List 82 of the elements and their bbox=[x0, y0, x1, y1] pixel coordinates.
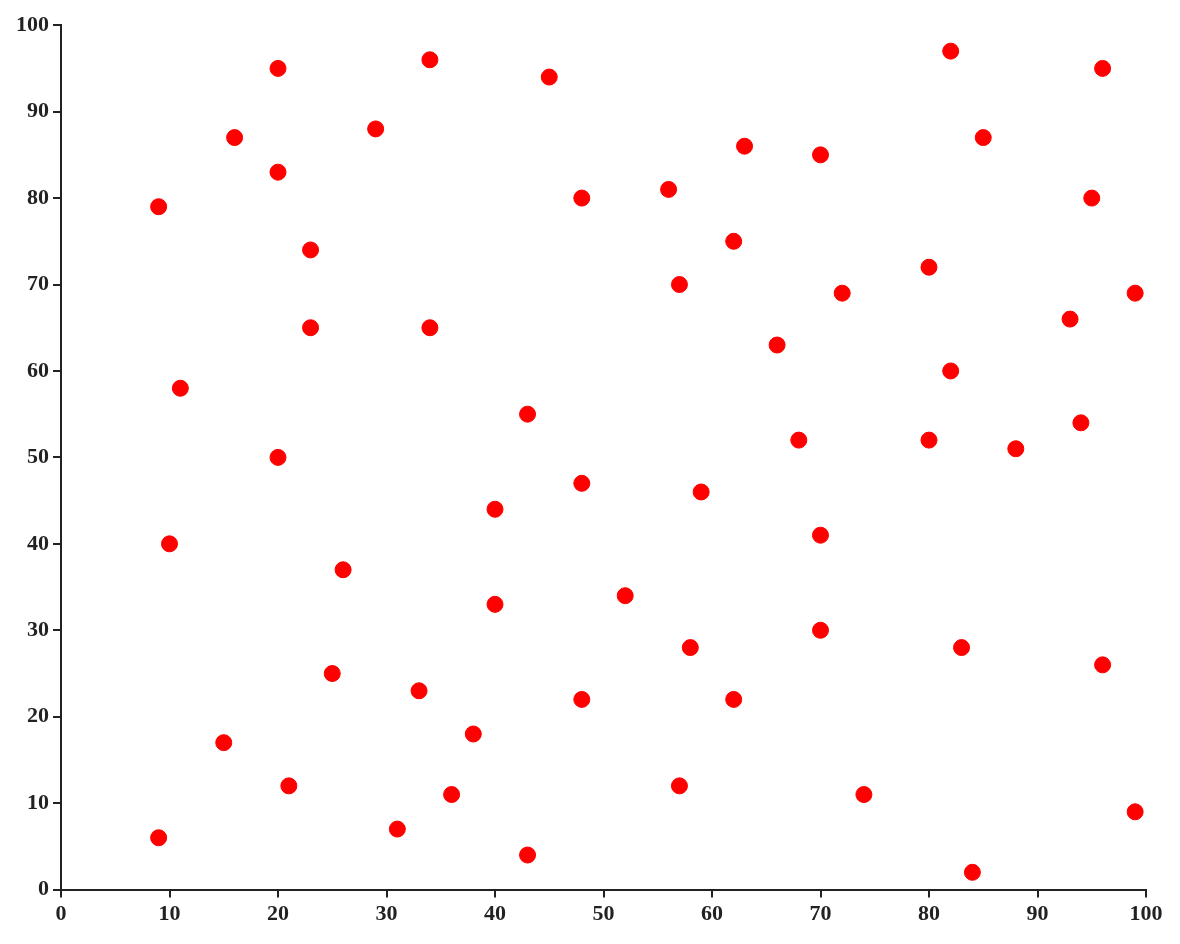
point bbox=[573, 690, 591, 708]
x-tick-label: 0 bbox=[55, 900, 67, 926]
point bbox=[725, 232, 743, 250]
point bbox=[920, 431, 938, 449]
point bbox=[323, 665, 341, 682]
point bbox=[302, 241, 320, 259]
y-tick-label: 80 bbox=[27, 183, 49, 209]
point bbox=[269, 448, 287, 466]
y-tick-label: 70 bbox=[27, 270, 49, 296]
point bbox=[486, 500, 504, 518]
point bbox=[519, 405, 537, 423]
point bbox=[855, 786, 873, 804]
point bbox=[1094, 656, 1112, 674]
point bbox=[269, 163, 287, 181]
point bbox=[464, 725, 482, 743]
x-tick-label: 60 bbox=[701, 900, 723, 926]
y-tick-label: 90 bbox=[27, 97, 49, 123]
point bbox=[269, 59, 287, 77]
point bbox=[334, 561, 352, 579]
x-tick-label: 90 bbox=[1026, 900, 1049, 926]
point bbox=[215, 734, 233, 752]
point bbox=[421, 51, 439, 69]
point bbox=[443, 786, 461, 804]
y-tick-label: 40 bbox=[27, 529, 49, 555]
point bbox=[920, 258, 938, 276]
y-tick-label: 100 bbox=[16, 10, 49, 36]
y-tick-label: 0 bbox=[38, 875, 49, 901]
x-tick-label: 10 bbox=[158, 900, 181, 926]
point bbox=[1007, 440, 1025, 458]
point bbox=[942, 362, 960, 380]
point bbox=[540, 68, 558, 86]
point bbox=[150, 829, 168, 847]
point bbox=[388, 820, 406, 838]
x-tick-label: 100 bbox=[1129, 900, 1163, 926]
point bbox=[226, 129, 244, 147]
point bbox=[421, 319, 439, 337]
y-tick-label: 20 bbox=[27, 702, 49, 728]
point bbox=[573, 474, 591, 492]
point bbox=[942, 42, 960, 60]
point bbox=[963, 863, 981, 881]
point bbox=[519, 846, 537, 864]
y-tick-label: 30 bbox=[27, 615, 49, 641]
point bbox=[1083, 189, 1101, 207]
point bbox=[302, 319, 320, 337]
y-tick-label: 10 bbox=[27, 788, 49, 814]
x-tick-label: 80 bbox=[918, 900, 940, 926]
point bbox=[280, 777, 298, 795]
point bbox=[410, 682, 428, 700]
point bbox=[953, 639, 971, 657]
point bbox=[161, 535, 178, 553]
x-tick-label: 30 bbox=[375, 900, 398, 926]
x-tick-label: 20 bbox=[267, 900, 289, 926]
point bbox=[812, 526, 829, 544]
point bbox=[670, 276, 688, 294]
point bbox=[681, 639, 699, 657]
point bbox=[150, 198, 168, 216]
point bbox=[812, 621, 829, 639]
point bbox=[670, 777, 688, 795]
point bbox=[367, 120, 385, 138]
y-tick-label: 60 bbox=[27, 356, 49, 382]
point bbox=[736, 137, 754, 155]
point bbox=[812, 146, 829, 164]
x-tick-label: 50 bbox=[592, 900, 615, 926]
point bbox=[974, 129, 992, 147]
point bbox=[1061, 310, 1079, 328]
point bbox=[573, 189, 591, 207]
point bbox=[1094, 59, 1112, 77]
point bbox=[1126, 803, 1144, 821]
point bbox=[1072, 414, 1090, 432]
point bbox=[660, 180, 678, 198]
point bbox=[790, 431, 808, 449]
point bbox=[1126, 284, 1144, 302]
x-tick-label: 70 bbox=[809, 900, 832, 926]
point bbox=[692, 483, 710, 501]
point bbox=[616, 587, 634, 605]
point bbox=[768, 336, 786, 354]
point bbox=[486, 595, 504, 613]
y-tick-label: 50 bbox=[27, 443, 49, 469]
point bbox=[725, 690, 743, 708]
x-tick-label: 40 bbox=[484, 900, 506, 926]
point bbox=[833, 284, 851, 302]
point bbox=[171, 379, 189, 397]
